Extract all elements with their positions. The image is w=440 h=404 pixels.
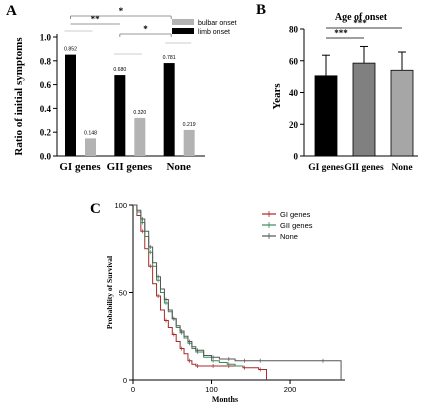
- panel-b-bar: [390, 69, 414, 157]
- panel-a-bar-bulbar: [183, 129, 195, 156]
- panel-a-bar-bulbar: [134, 117, 146, 156]
- panel-b-y-tick-label: 60: [289, 56, 299, 66]
- panel-letter-c: C: [90, 201, 101, 217]
- panel-c-x-tick-label: 0: [131, 385, 135, 394]
- panel-c-y-tick-label: 0: [123, 376, 127, 385]
- panel-b-y-tick-label: 20: [289, 120, 299, 130]
- panel-b-significance-label: ***: [353, 18, 367, 28]
- panel-a-bar-value-label: 0.852: [64, 47, 77, 53]
- panel-b-bar: [314, 75, 338, 157]
- panel-a-bar-limb: [114, 75, 126, 156]
- panel-c-y-tick-label: 100: [114, 201, 127, 210]
- panel-a-bar-value-label: 0.219: [183, 122, 196, 128]
- panel-c-survival-curve-3: [133, 204, 342, 380]
- panel-a-legend-label: bulbar onset: [198, 20, 237, 27]
- panel-b-x-tick-label: None: [391, 163, 412, 173]
- panel-a-y-tick-label: 0.6: [40, 80, 52, 90]
- panel-c-x-tick-label: 200: [284, 385, 297, 394]
- panel-c-legend-label: GI genes: [280, 210, 311, 219]
- panel-b-x-tick-label: GII genes: [344, 163, 384, 173]
- panel-a-bar-value-label: 0.680: [113, 67, 126, 73]
- panel-b-x-tick-label: GI genes: [308, 163, 344, 173]
- panel-a-bar-limb: [163, 63, 175, 156]
- panel-a-bar-value-label: 0.781: [163, 55, 176, 61]
- panel-c-survival-curve-1: [133, 204, 267, 380]
- panel-b-y-axis-title: Years: [271, 83, 283, 110]
- panel-c-y-axis-title: Probability of Survival: [105, 256, 114, 329]
- panel-a-x-tick-label: GII genes: [107, 161, 153, 173]
- panel-b-title: Age of onset: [335, 12, 388, 23]
- panel-b-y-tick-label: 40: [289, 88, 299, 98]
- panel-a-significance-label: *: [119, 6, 124, 16]
- panel-letter-b: B: [256, 2, 266, 18]
- panel-b-significance-label: ***: [334, 28, 348, 38]
- panel-a-y-tick-label: 1.0: [40, 33, 52, 43]
- panel-a-bar-value-label: 0.148: [84, 130, 97, 136]
- panel-b-bar: [352, 62, 376, 157]
- panel-a-y-tick-label: 0.4: [40, 104, 52, 114]
- panel-a-y-tick-label: 0.0: [40, 152, 52, 162]
- panel-c-legend-label: GII genes: [280, 221, 313, 230]
- panel-a-bar-limb: [65, 54, 76, 156]
- panel-a-legend-label: limb onset: [198, 29, 230, 36]
- panel-b-y-tick-label: 0: [294, 152, 299, 162]
- panel-c-x-axis-title: Months: [212, 395, 238, 404]
- panel-letter-a: A: [6, 3, 17, 19]
- panel-a-y-axis-title: Ratio of initial symptoms: [13, 37, 25, 156]
- panel-a-bar-value-label: 0.320: [133, 110, 146, 116]
- panel-a-x-tick-label: None: [166, 161, 191, 173]
- panel-a-y-tick-label: 0.2: [40, 128, 52, 138]
- panel-a-x-tick-label: GI genes: [59, 161, 101, 173]
- panel-a-y-tick-label: 0.8: [40, 56, 52, 66]
- panel-a-significance-label: **: [91, 14, 101, 24]
- panel-a-legend-swatch: [172, 19, 194, 25]
- panel-a-bar-bulbar: [85, 138, 96, 156]
- panel-c-y-tick-label: 50: [119, 289, 127, 298]
- panel-c-x-tick-label: 100: [205, 385, 218, 394]
- panel-a-legend-swatch: [172, 28, 194, 34]
- panel-a-significance-label: *: [143, 24, 148, 34]
- panel-b-y-tick-label: 80: [289, 25, 299, 35]
- panel-c-legend-label: None: [280, 232, 298, 241]
